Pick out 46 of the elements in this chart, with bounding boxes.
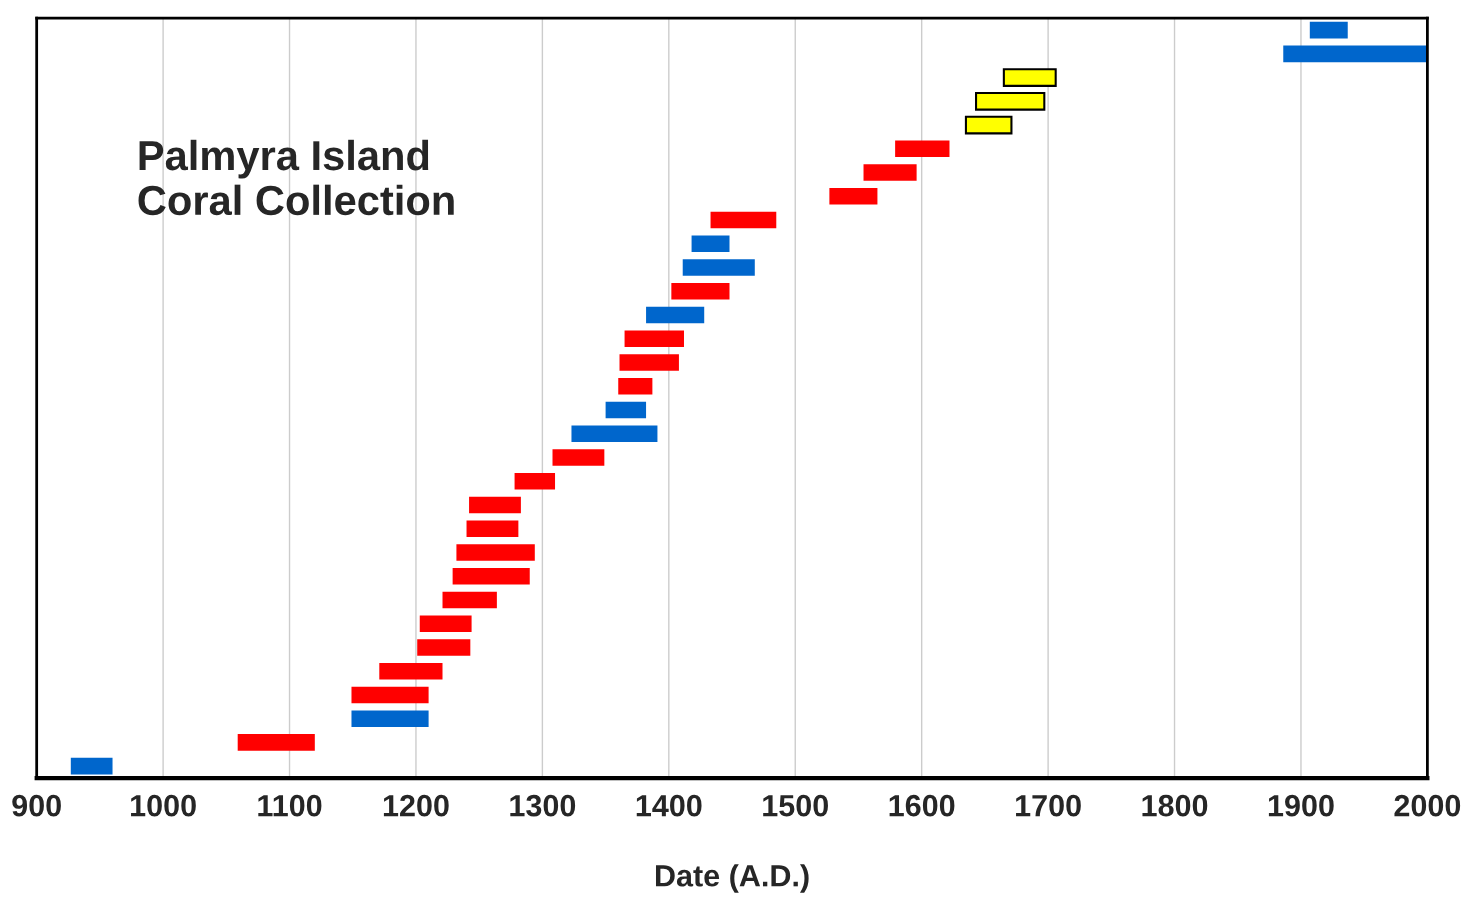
- bar: [624, 330, 684, 348]
- bar: [70, 757, 113, 775]
- x-tick-label: 1500: [763, 794, 828, 817]
- x-tick-label: 1100: [258, 794, 322, 817]
- bar: [1002, 68, 1057, 87]
- bar: [691, 235, 730, 253]
- bar: [895, 140, 950, 158]
- x-tick-label: 1700: [1016, 794, 1081, 817]
- bar: [379, 662, 443, 680]
- x-tick-label: 2000: [1394, 794, 1461, 817]
- text: Palmyra Island Coral Collection: [138, 139, 454, 216]
- bar: [710, 211, 777, 229]
- bar: [646, 306, 705, 324]
- bar: [351, 686, 429, 704]
- bar: [964, 115, 1013, 135]
- x-tick-label: 1600: [889, 794, 955, 817]
- bar: [571, 425, 658, 443]
- bar: [618, 377, 653, 395]
- x-tick-label: 1400: [636, 794, 702, 817]
- bar: [1283, 45, 1427, 63]
- x-tick-label: 1000: [131, 794, 196, 817]
- bar: [682, 259, 755, 276]
- bar: [863, 164, 917, 181]
- bar: [351, 710, 429, 727]
- bar: [1309, 21, 1348, 39]
- bar: [605, 401, 647, 419]
- x-tick-label: 1200: [383, 794, 449, 817]
- bar: [466, 520, 519, 538]
- bar: [456, 544, 535, 561]
- bar: [619, 354, 679, 371]
- bar: [419, 615, 472, 633]
- bar: [452, 567, 530, 585]
- bar: [829, 187, 878, 205]
- bar: [552, 449, 605, 466]
- bar: [514, 472, 556, 490]
- bar: [237, 734, 315, 751]
- x-tick-label: 1900: [1268, 794, 1334, 817]
- x-tick-label: 900: [12, 794, 61, 817]
- x-axis-title: Date (A.D.): [655, 864, 809, 893]
- bar: [671, 282, 730, 300]
- bar: [975, 91, 1046, 111]
- bar: [417, 639, 471, 656]
- x-tick-label: 1800: [1142, 794, 1208, 817]
- bar: [442, 591, 497, 609]
- x-tick-label: 1300: [510, 794, 576, 817]
- bar: [469, 496, 521, 514]
